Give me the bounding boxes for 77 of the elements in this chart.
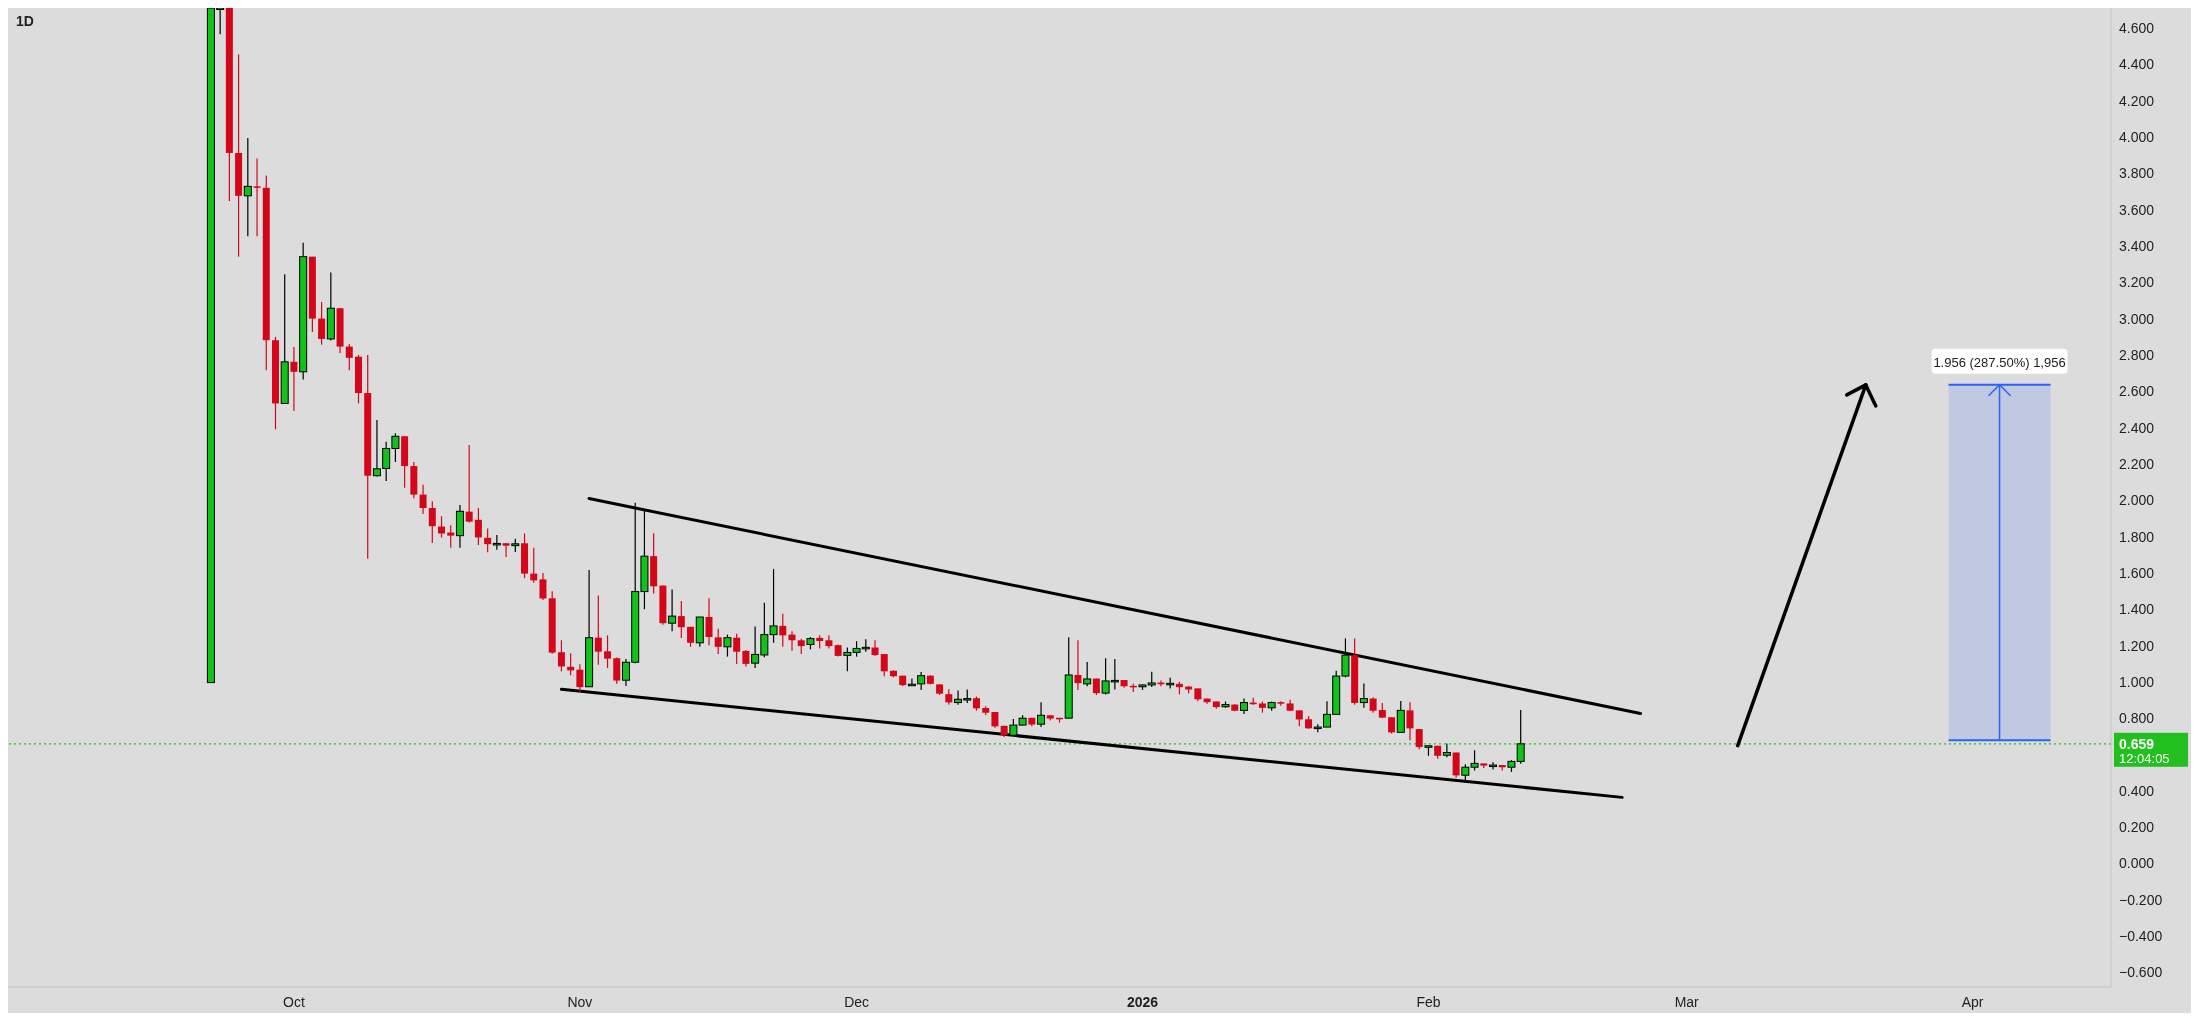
candlestick [604, 634, 612, 669]
candlestick [788, 630, 796, 652]
candlestick [613, 656, 621, 685]
candlestick [345, 343, 353, 371]
candlestick [539, 572, 547, 601]
y-tick-label: 0.800 [2119, 710, 2155, 727]
candlestick [1406, 701, 1414, 741]
y-tick-label: 1.200 [2119, 637, 2155, 654]
candlestick [318, 301, 326, 346]
y-tick-label: 1.400 [2119, 601, 2155, 618]
y-tick-label: 4.600 [2119, 19, 2155, 36]
y-tick-label: 3.600 [2119, 201, 2155, 218]
y-tick-label: 1.600 [2119, 564, 2155, 581]
x-tick-label: Dec [844, 994, 870, 1010]
y-tick-label: −0.400 [2119, 928, 2163, 945]
x-tick-label: Oct [283, 994, 305, 1010]
candlestick [1415, 728, 1423, 750]
candlestick [243, 137, 252, 237]
candlestick [465, 444, 473, 524]
candlestick [779, 613, 787, 648]
candlestick [594, 594, 602, 666]
ref-line-label: 0.659 [2119, 735, 2155, 752]
y-tick-label: 4.200 [2119, 92, 2155, 109]
candlestick [1489, 761, 1498, 771]
y-tick-label: −0.600 [2119, 964, 2163, 981]
candlestick [714, 628, 722, 655]
candlestick [880, 653, 888, 677]
candlestick [1442, 742, 1451, 758]
chart-title: 1D [16, 13, 34, 29]
candlestick [1452, 751, 1460, 779]
y-tick-label: 2.200 [2119, 455, 2155, 472]
y-tick-label: 2.800 [2119, 346, 2155, 363]
y-tick-label: 1.800 [2119, 528, 2155, 545]
candlestick [474, 507, 482, 546]
y-tick-label: 2.600 [2119, 383, 2155, 400]
candlestick [492, 534, 501, 551]
candlestick [677, 600, 685, 639]
candlestick [253, 157, 261, 237]
y-tick-label: 4.400 [2119, 56, 2155, 73]
candlestick [1396, 700, 1405, 733]
candlestick [1074, 639, 1082, 691]
candlestick [705, 597, 713, 646]
y-tick-label: 0.000 [2119, 855, 2155, 872]
x-tick-label: Mar [1674, 994, 1700, 1010]
candlestick [733, 633, 741, 665]
candlestick [419, 484, 427, 515]
candlestick [502, 542, 510, 558]
x-tick-label: Nov [567, 994, 593, 1010]
x-tick-label: Apr [1961, 994, 1984, 1010]
y-tick-label: 1.000 [2119, 673, 2155, 690]
candlestick [871, 639, 879, 657]
candlestick [1037, 701, 1046, 728]
candlestick [1083, 661, 1092, 687]
candlestick [1359, 682, 1368, 709]
y-tick-label: 4.000 [2119, 128, 2155, 145]
candlestick [723, 634, 732, 658]
candlestick [576, 663, 584, 694]
y-tick-label: 3.400 [2119, 237, 2155, 254]
candlestick [484, 527, 492, 553]
y-tick-label: 2.400 [2119, 419, 2155, 436]
y-tick-label: 3.800 [2119, 165, 2155, 182]
y-tick-label: −0.200 [2119, 891, 2163, 908]
y-tick-label: 3.200 [2119, 274, 2155, 291]
y-tick-label: 0.400 [2119, 782, 2155, 799]
text: 12:04:05 [2119, 750, 2170, 766]
y-tick-label: 2.000 [2119, 492, 2155, 509]
x-tick-label: 2026 [1126, 994, 1159, 1010]
candlestick [1277, 700, 1285, 707]
candlestick [447, 524, 455, 549]
candlestick [668, 588, 677, 632]
y-tick-label: 0.200 [2119, 819, 2155, 836]
y-tick-label: 3.000 [2119, 310, 2155, 327]
candlestick [428, 500, 436, 544]
candlestick [290, 346, 298, 412]
candlestick [557, 639, 565, 672]
band-label: 1.956 (287.50%) 1,956 [1933, 354, 2066, 370]
x-tick-label: Feb [1416, 994, 1441, 1010]
